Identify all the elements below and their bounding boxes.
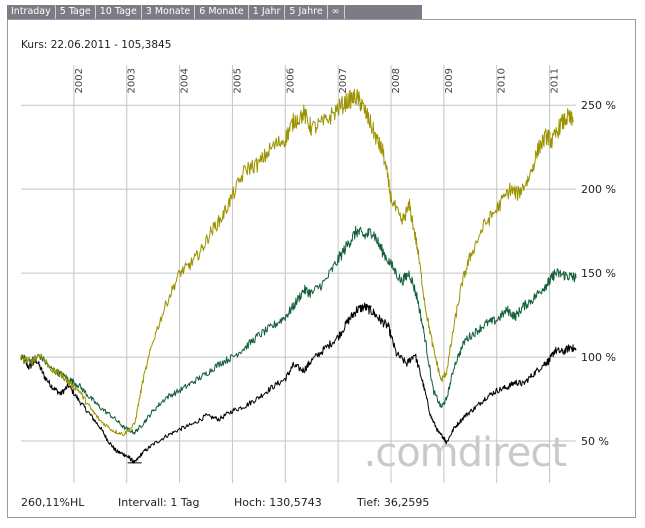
tab-intraday[interactable]: Intraday xyxy=(7,5,56,19)
y-tick-label: 200 % xyxy=(581,183,616,196)
kurs-date: 22.06.2011 xyxy=(50,39,111,51)
tab-6-monate[interactable]: 6 Monate xyxy=(195,5,249,19)
x-tick-label: 2005 xyxy=(232,68,243,93)
high-label: Hoch: xyxy=(234,496,266,509)
footer-low: Tief: 36,2595 xyxy=(357,496,429,509)
y-tick-label: 100 % xyxy=(581,351,616,364)
footer-performance: 260,11%HL xyxy=(21,496,85,509)
marker-layer xyxy=(127,306,372,464)
y-tick-label: 150 % xyxy=(581,267,616,280)
grid-layer xyxy=(21,65,576,483)
series-line-olive xyxy=(20,88,574,437)
interval-label: Intervall: xyxy=(118,496,167,509)
low-label: Tief: xyxy=(357,496,381,509)
chart-frame xyxy=(7,19,636,518)
tab-max[interactable]: ∞ xyxy=(328,5,345,19)
tab-5-jahre[interactable]: 5 Jahre xyxy=(285,5,328,19)
x-tick-label: 2003 xyxy=(127,68,138,93)
interval-value: 1 Tag xyxy=(170,496,200,509)
x-tick-label: 2010 xyxy=(497,68,508,93)
footer-high: Hoch: 130,5743 xyxy=(234,496,322,509)
y-tick-label: 250 % xyxy=(581,99,616,112)
x-tick-label: 2008 xyxy=(391,68,402,93)
label-layer: 50 % 100 % 150 % 200 % 250 % 2002 2003 2004 2005… xyxy=(74,68,616,448)
x-tick-label: 2004 xyxy=(180,68,191,93)
series-layer xyxy=(20,88,577,464)
x-tick-label: 2002 xyxy=(74,68,85,93)
period-tab-bar: Intraday 5 Tage 10 Tage 3 Monate 6 Monat… xyxy=(7,5,422,19)
tab-1-jahr[interactable]: 1 Jahr xyxy=(249,5,286,19)
tab-5-tage[interactable]: 5 Tage xyxy=(56,5,96,19)
low-value: 36,2595 xyxy=(383,496,430,509)
tab-10-tage[interactable]: 10 Tage xyxy=(96,5,142,19)
kurs-value: 105,3845 xyxy=(121,39,172,51)
x-tick-label: 2011 xyxy=(550,68,561,93)
x-tick-label: 2009 xyxy=(444,68,455,93)
y-tick-label: 50 % xyxy=(581,435,609,448)
tab-3-monate[interactable]: 3 Monate xyxy=(142,5,196,19)
comdirect-watermark: .comdirect xyxy=(364,430,567,476)
x-tick-label: 2007 xyxy=(338,68,349,93)
x-tick-label: 2006 xyxy=(285,68,296,93)
high-value: 130,5743 xyxy=(269,496,322,509)
kurs-separator: - xyxy=(114,39,118,51)
footer-interval: Intervall: 1 Tag xyxy=(118,496,200,509)
kurs-line: Kurs: 22.06.2011 - 105,3845 xyxy=(21,39,171,51)
kurs-label: Kurs: xyxy=(21,39,48,51)
series-line-green xyxy=(20,225,577,435)
series-line-black xyxy=(20,302,577,464)
